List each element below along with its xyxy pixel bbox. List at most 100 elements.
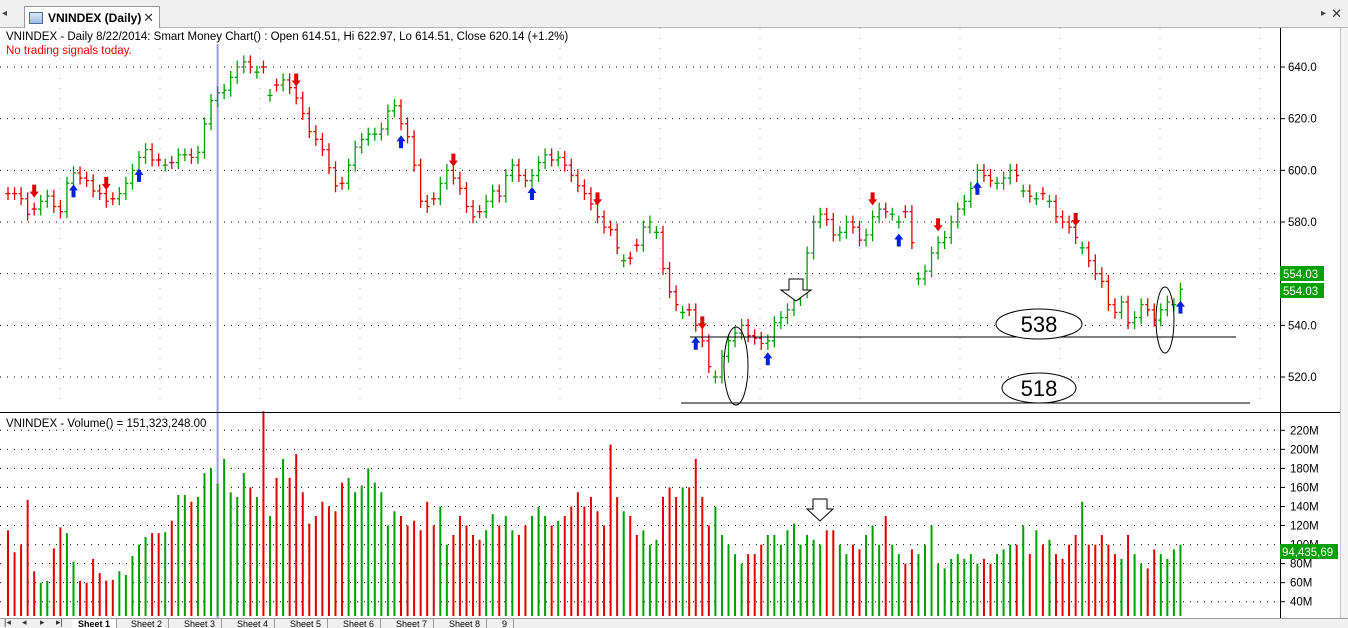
ohlc-bar (300, 91, 306, 120)
ohlc-bar (352, 140, 358, 172)
ohlc-bar (686, 303, 692, 317)
volume-tick-label: 200M (1290, 444, 1319, 456)
chart-document-tab[interactable]: VNINDEX (Daily) ✕ (24, 6, 160, 28)
ohlc-bar (942, 231, 948, 250)
ohlc-bar (359, 132, 365, 154)
price-tick-label: 600.0 (1288, 165, 1317, 177)
tab-close-icon[interactable]: ✕ (143, 10, 154, 25)
ohlc-bar (522, 169, 528, 188)
ohlc-bar (64, 176, 70, 219)
sheet-tab[interactable]: Sheet 6 (337, 619, 382, 628)
ohlc-bar (18, 187, 24, 206)
ohlc-bar (1020, 184, 1026, 198)
ohlc-bar (870, 210, 876, 242)
ohlc-bar (44, 189, 50, 208)
sheet-last-icon[interactable]: ▸| (56, 618, 63, 627)
ohlc-bar (208, 94, 214, 131)
ohlc-bar (1086, 241, 1092, 268)
ohlc-bar (693, 303, 699, 332)
sheet-tab[interactable]: Sheet 8 (443, 619, 488, 628)
volume-tick-label: 140M (1290, 501, 1319, 513)
ohlc-bar (418, 158, 424, 208)
volume-tick-label: 120M (1290, 521, 1319, 533)
sell-signal-arrow-icon (291, 73, 301, 87)
sheet-first-icon[interactable]: |◂ (4, 618, 11, 627)
ohlc-bar (876, 202, 882, 224)
price-pane-title: VNINDEX - Daily 8/22/2014: Smart Money C… (6, 31, 568, 43)
ohlc-bar (1158, 303, 1164, 327)
ohlc-bar (5, 187, 11, 201)
price-tick-label: 520.0 (1288, 372, 1317, 384)
sheet-tab[interactable]: Sheet 5 (284, 619, 329, 628)
sheet-next-icon[interactable]: ▸ (40, 618, 45, 627)
ohlc-bar (1125, 295, 1131, 330)
sheet-prev-icon[interactable]: ◂ (22, 618, 27, 627)
sheet-tab[interactable]: Sheet 4 (231, 619, 276, 628)
ohlc-bar (555, 150, 561, 167)
sheet-tab[interactable]: 9 (496, 619, 515, 628)
ohlc-bar (424, 194, 430, 213)
ohlc-bar (221, 83, 227, 100)
last-price-tag-2 (1280, 283, 1324, 298)
ohlc-bar (477, 205, 483, 219)
buy-signal-arrow-icon (763, 352, 773, 366)
ohlc-bar (457, 171, 463, 195)
ohlc-bar (234, 60, 240, 84)
ohlc-bar (195, 145, 201, 164)
y-axis-labels: 520.0540.0560.0580.0600.0620.0640.040M60… (1280, 62, 1319, 609)
signal-arrows (29, 73, 1185, 366)
volume-tick-label: 80M (1290, 559, 1312, 571)
sheet-tab[interactable]: Sheet 1 (72, 619, 118, 628)
ohlc-bar (961, 194, 967, 216)
volume-title-rest: - Volume() = 151,323,248.00 (57, 418, 206, 430)
ohlc-bar (31, 202, 37, 216)
window-close-icon[interactable]: ✕ (1331, 6, 1342, 21)
ohlc-bar (215, 86, 221, 108)
chart-area[interactable]: 520.0540.0560.0580.0600.0620.0640.040M60… (0, 28, 1340, 618)
buy-signal-arrow-icon (69, 184, 78, 198)
volume-title-symbol: VNINDEX (6, 418, 57, 430)
tab-scroll-left-icon[interactable]: ◂ (2, 8, 8, 19)
ohlc-bar (431, 192, 437, 206)
buy-signal-arrow-icon (527, 186, 537, 200)
ohlc-bar (1099, 267, 1105, 288)
grid (0, 28, 1280, 603)
ohlc-bar (549, 148, 555, 167)
right-scroll-strip[interactable] (1340, 28, 1348, 618)
ohlc-bar (1119, 295, 1124, 319)
ohlc-bar (673, 285, 679, 312)
sheet-tab[interactable]: Sheet 7 (390, 619, 435, 628)
ohlc-bar (333, 161, 338, 193)
ohlc-bar (1033, 192, 1039, 206)
ohlc-bar (464, 181, 469, 213)
ohlc-bar (57, 200, 63, 219)
sell-signal-arrow-icon (868, 192, 878, 206)
ohlc-bar (254, 65, 260, 79)
sheet-tab[interactable]: Sheet 3 (178, 619, 223, 628)
ohlc-bar (955, 202, 961, 229)
ohlc-bar (909, 205, 915, 250)
tab-scroll-right-icon[interactable]: ▸ (1320, 8, 1326, 19)
price-tick-label: 540.0 (1288, 320, 1317, 332)
sell-signal-arrow-icon (1071, 213, 1081, 227)
sheet-tab[interactable]: Sheet 2 (125, 619, 170, 628)
ohlc-bar (647, 215, 653, 234)
sell-signal-arrow-icon (933, 218, 943, 232)
ohlc-bar (981, 163, 987, 182)
ohlc-bar (188, 148, 194, 164)
ohlc-bar (778, 311, 784, 330)
ohlc-bar (25, 192, 31, 221)
ohlc-bar (202, 117, 207, 159)
ohlc-bar (1046, 194, 1052, 208)
ohlc-bar (339, 176, 345, 190)
ohlc-bar (889, 207, 895, 221)
ohlc-bar (162, 158, 168, 172)
ohlc-bar (575, 169, 581, 193)
volume-bars (7, 411, 1182, 616)
ohlc-bar (614, 223, 620, 255)
ohlc-bar (103, 187, 109, 208)
sell-signal-arrow-icon (593, 192, 602, 206)
ohlc-bar (680, 305, 686, 319)
volume-tick-label: 60M (1290, 578, 1312, 590)
ohlc-bar (156, 153, 162, 167)
